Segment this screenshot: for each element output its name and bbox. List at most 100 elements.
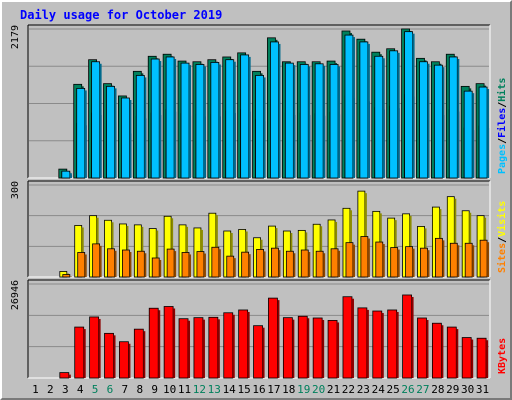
bar-pages-day-29 <box>448 56 458 179</box>
bar-pages-day-21 <box>329 64 339 179</box>
bar-shadow <box>338 66 341 178</box>
bar-shadow <box>99 245 102 277</box>
bar-pages-day-9 <box>150 58 160 179</box>
bar-shadow <box>412 248 415 277</box>
x-tick-label-21: 21 <box>327 383 340 396</box>
bar-shadow <box>143 331 146 378</box>
bar-shadow <box>323 65 326 178</box>
x-tick-label-18: 18 <box>282 383 295 396</box>
bar-sites-day-3 <box>62 274 71 278</box>
x-tick-label-5: 5 <box>92 383 99 396</box>
bar-shadow <box>144 253 147 277</box>
bar-kbytes-day-13 <box>208 316 219 379</box>
bar-pages-day-12 <box>195 64 205 179</box>
bar-shadow <box>203 253 206 277</box>
bar-pages-day-3 <box>61 170 71 179</box>
bar-pages-day-30 <box>463 90 473 179</box>
bar-shadow <box>262 327 265 378</box>
bar-kbytes-day-20 <box>312 317 323 379</box>
bar-shadow <box>114 88 117 178</box>
bar-pages-day-27 <box>419 61 428 179</box>
legend-entry: KBytes <box>497 338 508 374</box>
bar-shadow <box>487 89 490 178</box>
bar-kbytes-day-3 <box>59 372 70 379</box>
bar-shadow <box>263 251 266 277</box>
bar-shadow <box>217 319 220 378</box>
bar-shadow <box>129 99 132 178</box>
bar-shadow <box>457 245 460 277</box>
bar-shadow <box>427 63 430 179</box>
bars-visits-sites <box>59 190 490 278</box>
bar-shadow <box>427 250 430 277</box>
bar-shadow <box>159 61 162 178</box>
bar-shadow <box>128 343 131 378</box>
bar-shadow <box>215 215 218 277</box>
x-tick-label-13: 13 <box>208 383 221 396</box>
bars-hits-files-pages <box>58 28 490 179</box>
bar-kbytes-day-12 <box>193 317 204 379</box>
bar-shadow <box>456 329 459 378</box>
bar-pages-day-13 <box>210 62 220 179</box>
bar-shadow <box>293 65 296 178</box>
bar-shadow <box>323 253 326 277</box>
x-tick-label-17: 17 <box>267 383 280 396</box>
bar-sites-day-25 <box>390 247 399 278</box>
bar-kbytes-day-6 <box>104 332 114 379</box>
bar-sites-day-29 <box>449 242 458 278</box>
bar-pages-day-20 <box>314 63 324 179</box>
bar-sites-day-17 <box>271 247 279 278</box>
panel-visits-sites: 300 Sites/Visits <box>10 180 508 278</box>
bar-shadow <box>454 198 457 277</box>
bar-kbytes-day-11 <box>178 318 189 379</box>
bar-pages-day-8 <box>135 75 145 179</box>
bar-shadow <box>68 374 71 378</box>
x-tick-label-4: 4 <box>77 383 84 396</box>
bar-pages-day-24 <box>374 55 384 179</box>
bar-shadow <box>487 242 490 277</box>
bar-shadow <box>158 310 161 378</box>
bar-pages-day-7 <box>121 97 130 179</box>
bar-kbytes-day-14 <box>223 312 234 379</box>
bar-shadow <box>397 52 400 178</box>
bar-shadow <box>381 313 384 378</box>
bar-shadow <box>308 66 311 178</box>
x-tick-label-20: 20 <box>312 383 325 396</box>
bar-sites-day-14 <box>226 255 235 278</box>
bar-shadow <box>173 308 176 378</box>
bar-sites-day-20 <box>315 250 324 278</box>
bar-pages-day-14 <box>225 59 235 179</box>
bar-shadow <box>278 43 281 179</box>
bar-shadow <box>442 67 445 178</box>
bar-kbytes-day-22 <box>342 296 353 379</box>
bar-pages-day-23 <box>359 41 369 179</box>
bar-sites-day-11 <box>181 252 190 278</box>
bar-sites-day-19 <box>300 249 309 278</box>
bar-sites-day-9 <box>151 257 160 278</box>
bar-sites-day-30 <box>464 242 473 278</box>
bar-shadow <box>202 319 205 378</box>
bar-pages-day-10 <box>165 56 175 179</box>
bars-kbytes <box>59 294 489 379</box>
bar-shadow <box>426 319 429 378</box>
legend-entry: Visits <box>496 201 508 237</box>
bar-kbytes-day-30 <box>461 337 472 379</box>
bar-shadow <box>98 318 101 378</box>
bar-pages-day-28 <box>433 64 443 179</box>
bar-pages-day-17 <box>270 41 279 179</box>
bar-sites-day-6 <box>107 248 115 278</box>
x-tick-label-10: 10 <box>163 383 176 396</box>
bar-sites-day-5 <box>92 243 101 278</box>
bar-kbytes-day-24 <box>372 310 383 379</box>
bar-pages-day-31 <box>478 86 488 179</box>
bar-sites-day-18 <box>285 250 294 278</box>
bar-kbytes-day-23 <box>357 307 368 379</box>
bar-shadow <box>486 340 489 378</box>
bar-shadow <box>337 322 340 378</box>
bar-shadow <box>457 58 460 178</box>
x-tick-label-22: 22 <box>342 383 355 396</box>
bar-shadow <box>352 244 355 277</box>
chart-title: Daily usage for October 2019 <box>20 8 222 22</box>
bar-sites-day-12 <box>196 251 205 278</box>
bar-kbytes-day-17 <box>268 297 278 379</box>
